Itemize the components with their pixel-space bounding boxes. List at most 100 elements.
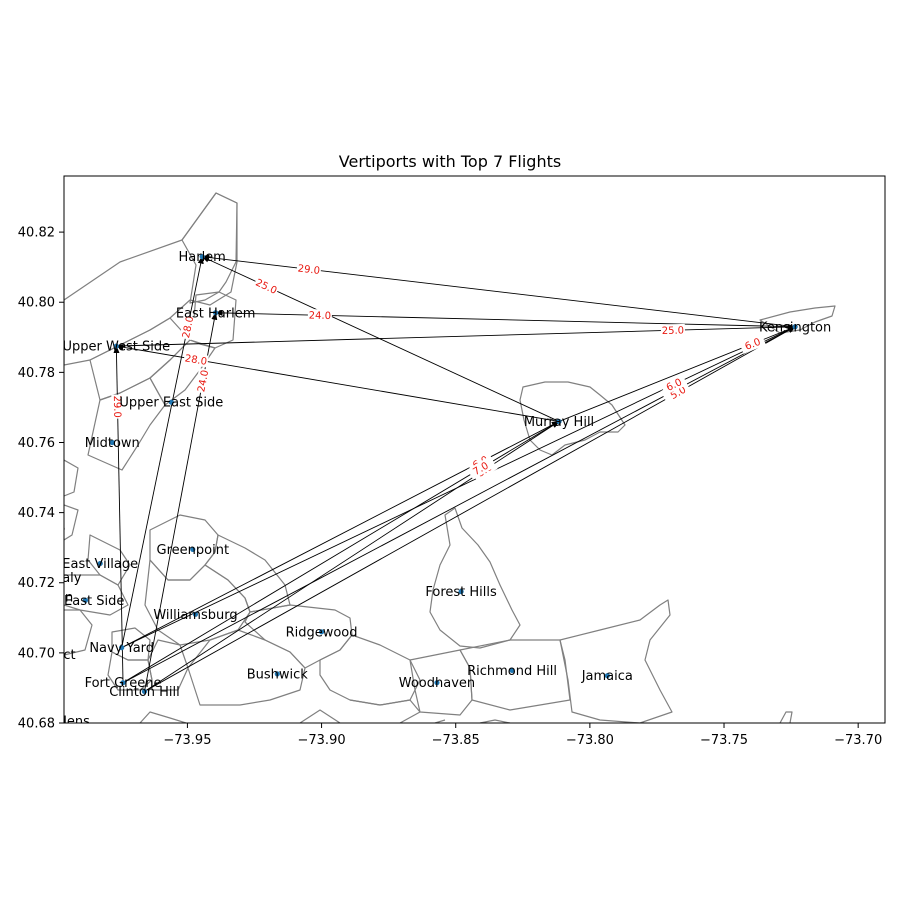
vertiport-marker-east-harlem: [212, 310, 219, 316]
flight-route-clinton-hill-to-kensington: [144, 326, 796, 692]
flight-label-background: [660, 373, 688, 396]
vertiport-marker-ridgewood: [318, 629, 325, 635]
x-tick-label: −73.90: [298, 733, 346, 748]
y-tick-label: 40.76: [18, 436, 55, 451]
vertiport-marker-navy-yard: [119, 645, 125, 651]
x-tick-label: −73.85: [432, 733, 480, 748]
vertiport-label-richmond-hill: Richmond Hill: [467, 664, 557, 679]
vertiport-marker-e-italy: [59, 575, 64, 580]
flight-value-label: 28.0: [184, 353, 208, 368]
vertiport-label-upper-west-side: Upper West Side: [62, 340, 170, 355]
flight-label-background: [664, 381, 692, 404]
vertiport-marker-williamsburg: [192, 611, 199, 617]
boundary-south-jamaica: [779, 711, 793, 723]
flight-value-label: 6.0: [744, 337, 763, 353]
flight-value-labels: 29.025.024.025.028.028.024.029.06.05.08.…: [111, 261, 766, 482]
y-tick-label: 40.70: [18, 646, 55, 661]
vertiport-marker-woodhaven: [434, 680, 440, 686]
vertiport-marker-east-village: [97, 560, 103, 567]
x-tick-label: −73.75: [700, 733, 748, 748]
vertiport-label-williamsburg: Williamsburg: [153, 608, 237, 623]
vertiport-marker-ge: [55, 526, 60, 531]
flight-route-kensington-to-east-harlem: [214, 309, 796, 328]
vertiport-label-gardens: Gardens: [35, 715, 90, 730]
vertiport-label-e-italy: e Italy: [41, 571, 82, 586]
vertiport-label-er-east-side: er East Side: [47, 594, 125, 609]
vertiport-marker-murray-hill: [556, 418, 562, 425]
flight-label-background: [194, 368, 211, 394]
flight-value-label: 28.0: [181, 315, 196, 339]
chart-title: Vertiports with Top 7 Flights: [338, 152, 562, 171]
boundary-chelsea: [64, 459, 79, 497]
vertiport-marker-greenpoint: [190, 546, 196, 553]
vertiport-label-woodhaven: Woodhaven: [399, 676, 475, 691]
vertiport-marker-clinton-hill: [141, 688, 148, 695]
vertiport-marker-midtown: [109, 439, 115, 446]
vertiport-label-ea: ea: [49, 480, 65, 495]
vertiport-label-harlem: Harlem: [178, 250, 225, 265]
vertiport-label-midtown: Midtown: [85, 436, 140, 451]
y-tick-label: 40.68: [18, 717, 55, 732]
flight-label-background: [307, 308, 333, 322]
flight-label-background: [739, 333, 766, 354]
flight-label-background: [179, 314, 196, 340]
flight-route-fort-greene-to-kensington: [122, 326, 797, 684]
flight-label-background: [111, 394, 124, 419]
vertiport-marker-bushwick: [274, 671, 280, 677]
boundary-midtown: [87, 377, 166, 471]
flight-route-upper-west-side-to-kensington: [116, 323, 797, 347]
flight-label-background: [252, 275, 280, 297]
vertiport-label-bushwick: Bushwick: [247, 667, 309, 682]
y-tick-label: 40.82: [18, 226, 55, 241]
flight-routes: [113, 254, 797, 692]
vertiport-label-navy-yard: Navy Yard: [89, 641, 154, 656]
vertiport-marker-harlem: [199, 254, 205, 260]
x-tick-label: −73.70: [834, 733, 882, 748]
vertiport-marker-fort-greene: [120, 680, 126, 686]
vertiport-marker-richmond-hill: [509, 667, 515, 674]
boundary-village: [64, 504, 79, 541]
vertiport-label-kensington: Kensington: [759, 320, 831, 335]
plot-frame: [63, 175, 886, 724]
flight-label-background: [296, 261, 322, 277]
boundary-forest-hills: [429, 507, 521, 649]
y-tick-label: 40.74: [18, 506, 55, 521]
x-axis: −73.95 −73.90 −73.85 −73.80 −73.75 −73.70: [163, 723, 882, 748]
flight-route-kensington-to-harlem: [201, 254, 796, 328]
vertiport-label-jamaica: Jamaica: [581, 669, 633, 684]
y-tick-label: 40.80: [18, 296, 55, 311]
vertiport-markers: Harlem East Harlem Upper West Side Upper Ea…: [35, 250, 831, 730]
x-tick-label: −73.80: [566, 733, 614, 748]
vertiport-label-town: town: [41, 590, 73, 605]
boundary-glendale: [319, 634, 421, 706]
vertiport-marker-jamaica: [604, 673, 610, 679]
neighborhood-boundaries: [64, 192, 836, 723]
vertiport-label-greenpoint: Greenpoint: [157, 543, 230, 558]
vertiport-marker-forest-hills: [458, 588, 464, 595]
vertiport-label-upper-east-side: Upper East Side: [119, 396, 223, 411]
vertiport-label-ge: ge: [49, 522, 65, 537]
vertiport-label-east-village: East Village: [62, 557, 138, 572]
flight-label-background: [467, 457, 494, 480]
boundary-murray-hill: [519, 381, 626, 456]
vertiport-label-fort-greene: Fort Greene: [85, 676, 162, 691]
boundary-jamaica: [559, 599, 673, 723]
flight-value-label: 25.0: [662, 325, 685, 337]
boundary-bottom-brooklyn: [139, 709, 511, 723]
flight-value-label: 24.0: [196, 369, 211, 393]
y-tick-label: 40.72: [18, 576, 55, 591]
boundary-rego-park: [349, 699, 421, 723]
plot-area: 29.025.024.025.028.028.024.029.06.05.08.…: [35, 192, 836, 730]
flight-value-label: 24.0: [309, 311, 332, 323]
vertiport-marker-kensington: [792, 324, 798, 330]
flight-label-background: [660, 323, 686, 337]
flight-value-label: 29.0: [297, 263, 320, 277]
vertiport-marker-ea: [55, 484, 60, 489]
vertiport-label-ridgewood: Ridgewood: [286, 625, 358, 640]
vertiport-label-east-harlem: East Harlem: [176, 306, 256, 321]
flight-label-background: [183, 351, 209, 368]
boundary-financial-district: [64, 609, 93, 656]
vertiport-label-forest-hills: Forest Hills: [425, 585, 497, 600]
y-axis: 40.68 40.70 40.72 40.74 40.76 40.78 40.80 40.82: [18, 226, 64, 732]
